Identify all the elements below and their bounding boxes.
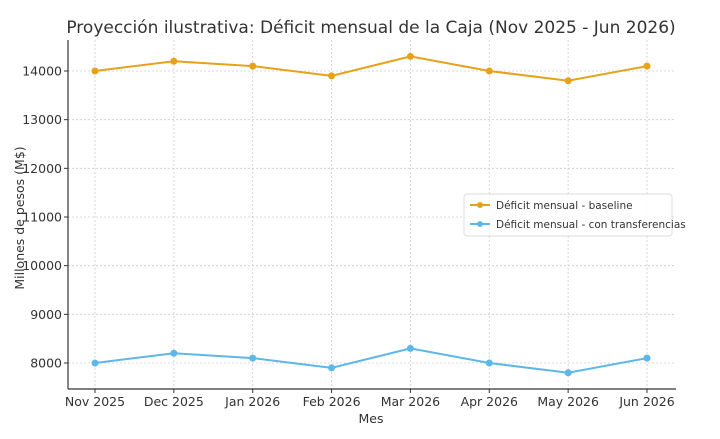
- y-axis-label: Millones de pesos (M$): [12, 146, 27, 289]
- data-point: [485, 67, 493, 75]
- y-tick-label: 9000: [30, 307, 62, 322]
- data-point: [643, 354, 651, 362]
- y-tick-label: 14000: [22, 64, 62, 79]
- chart-title: Proyección ilustrativa: Déficit mensual …: [66, 18, 675, 38]
- data-point: [249, 354, 257, 362]
- data-point: [564, 77, 572, 85]
- x-tick-label: Feb 2026: [303, 394, 361, 409]
- grid: [68, 40, 676, 389]
- legend-box: [463, 193, 673, 237]
- data-point: [328, 72, 336, 80]
- legend-marker-baseline: [477, 202, 483, 208]
- data-point: [91, 359, 99, 367]
- x-tick-label: Mar 2026: [381, 394, 440, 409]
- x-tick-label: Apr 2026: [461, 394, 518, 409]
- x-tick-label: Dec 2025: [144, 394, 204, 409]
- data-point: [406, 344, 414, 352]
- series-line-0: [94, 55, 648, 82]
- series-group: [91, 52, 651, 377]
- x-tick-label: Nov 2025: [65, 394, 125, 409]
- x-tick-label: Jan 2026: [224, 394, 280, 409]
- data-point: [170, 57, 178, 65]
- y-tick-label: 13000: [22, 112, 62, 127]
- x-axis-ticks: Nov 2025 Dec 2025 Jan 2026 Feb 2026 Mar 2026…: [65, 389, 675, 409]
- y-tick-label: 12000: [22, 161, 62, 176]
- legend-marker-transferencias: [477, 221, 483, 227]
- legend-label-baseline: Déficit mensual - baseline: [496, 200, 633, 212]
- data-point: [249, 62, 257, 70]
- data-point: [564, 369, 572, 377]
- data-point: [485, 359, 493, 367]
- data-point: [406, 52, 414, 60]
- x-axis-label: Mes: [359, 411, 384, 426]
- y-tick-label: 8000: [30, 356, 62, 371]
- y-axis-ticks: 8000 9000 10000 11000 12000 13000 14000: [22, 64, 68, 371]
- legend: Déficit mensual - baseline Déficit mensu…: [463, 193, 686, 237]
- y-tick-label: 11000: [22, 210, 62, 225]
- legend-label-transferencias: Déficit mensual - con transferencias: [496, 219, 686, 231]
- x-tick-label: May 2026: [537, 394, 599, 409]
- data-point: [170, 349, 178, 357]
- data-point: [643, 62, 651, 70]
- x-tick-label: Jun 2026: [618, 394, 674, 409]
- y-tick-label: 10000: [22, 258, 62, 273]
- data-point: [91, 67, 99, 75]
- data-point: [328, 364, 336, 372]
- series-line-1: [94, 347, 648, 374]
